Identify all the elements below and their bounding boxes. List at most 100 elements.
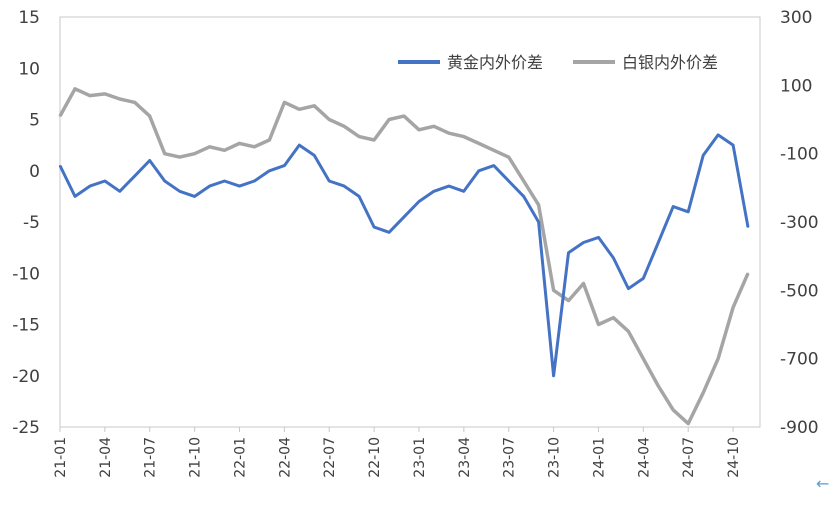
data-point — [732, 144, 734, 146]
legend[interactable]: 黄金内外价差 白银内外价差 — [398, 53, 718, 72]
left-tick-label: 0 — [29, 162, 40, 182]
data-point — [403, 115, 405, 117]
data-point — [642, 277, 645, 280]
data-point — [687, 210, 690, 213]
data-point — [612, 257, 615, 259]
x-tick-label: 21-01 — [53, 437, 69, 478]
data-point — [657, 385, 660, 387]
data-point — [74, 87, 76, 90]
data-point — [507, 180, 510, 182]
data-point — [358, 195, 360, 198]
data-point — [672, 409, 675, 411]
data-point — [388, 231, 390, 234]
data-point — [238, 142, 241, 145]
x-tick-label: 24-10 — [726, 437, 742, 478]
right-tick-label: -900 — [780, 418, 819, 438]
right-axis-ticks: 300 100 -100 -300 -500 -700 -900 — [780, 8, 819, 438]
data-point — [582, 282, 585, 285]
data-point — [253, 146, 256, 148]
data-point — [627, 330, 630, 333]
data-point — [373, 226, 375, 228]
data-point — [478, 169, 480, 172]
data-point — [358, 135, 360, 138]
data-point — [223, 149, 226, 152]
left-arrow-icon[interactable]: ← — [816, 474, 830, 493]
x-tick-label: 24-07 — [681, 437, 697, 478]
right-tick-label: -100 — [780, 145, 819, 165]
data-point — [104, 93, 106, 95]
data-point — [313, 154, 316, 157]
x-tick-label: 22-04 — [277, 437, 293, 478]
data-point — [433, 125, 435, 128]
data-point — [178, 190, 181, 193]
data-point — [328, 118, 331, 121]
right-tick-label: -300 — [780, 213, 819, 233]
data-point — [373, 139, 375, 141]
x-tick-label: 24-04 — [636, 437, 652, 478]
left-tick-label: 10 — [18, 59, 40, 79]
data-point — [463, 135, 465, 138]
data-point — [343, 185, 345, 187]
data-point — [89, 94, 91, 97]
data-point — [148, 159, 151, 162]
data-point — [418, 200, 420, 203]
data-point — [702, 154, 704, 157]
data-point — [552, 289, 555, 292]
left-tick-label: -5 — [23, 213, 40, 233]
x-tick-label: 21-04 — [98, 437, 114, 478]
data-point — [567, 299, 570, 302]
data-point — [567, 251, 570, 254]
right-tick-label: 300 — [780, 8, 812, 28]
left-tick-label: -20 — [12, 367, 40, 387]
left-tick-label: -10 — [12, 264, 40, 284]
data-point — [119, 190, 121, 193]
data-point — [448, 132, 450, 134]
data-point — [133, 175, 136, 177]
data-point — [433, 190, 435, 193]
x-tick-label: 22-07 — [322, 437, 338, 478]
data-point — [448, 185, 450, 187]
data-point — [328, 180, 331, 182]
data-point — [283, 101, 286, 104]
data-point — [492, 164, 495, 167]
data-point — [119, 98, 121, 100]
data-point — [208, 185, 211, 187]
x-tick-label: 23-01 — [412, 437, 428, 478]
data-point — [747, 226, 749, 228]
x-tick-label: 23-04 — [457, 437, 473, 478]
data-point — [522, 195, 525, 198]
x-tick-label: 21-10 — [188, 437, 204, 478]
right-tick-label: -500 — [780, 281, 819, 301]
data-point — [74, 195, 76, 198]
data-point — [597, 236, 600, 239]
left-tick-label: 5 — [29, 111, 40, 131]
data-point — [717, 357, 719, 360]
data-point — [657, 241, 660, 244]
data-point — [223, 180, 226, 182]
data-point — [343, 125, 345, 128]
data-point — [59, 164, 61, 167]
data-point — [672, 205, 675, 208]
data-point — [597, 323, 600, 326]
data-point — [463, 190, 465, 193]
data-point — [522, 180, 525, 182]
data-point — [552, 374, 555, 377]
data-point — [298, 144, 301, 146]
data-point — [747, 272, 749, 275]
data-point — [717, 134, 719, 136]
left-tick-label: -15 — [12, 316, 40, 336]
data-point — [537, 204, 540, 206]
data-point — [253, 180, 256, 182]
legend-label-gold: 黄金内外价差 — [447, 53, 543, 72]
data-point — [148, 115, 151, 117]
series-layer — [58, 87, 750, 426]
data-point — [163, 180, 166, 182]
x-tick-label: 24-01 — [591, 437, 607, 478]
data-point — [104, 180, 106, 182]
data-point — [298, 108, 301, 111]
plot-area — [58, 16, 761, 428]
data-point — [418, 128, 420, 131]
data-point — [642, 357, 645, 360]
right-tick-label: 100 — [780, 76, 812, 96]
